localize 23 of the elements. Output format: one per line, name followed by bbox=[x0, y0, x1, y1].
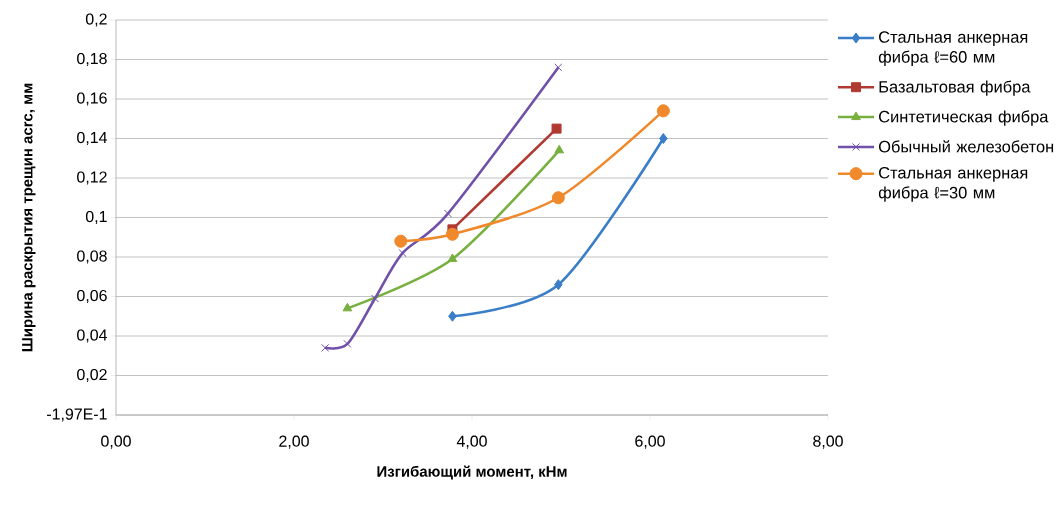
y-axis-title: Ширина раскрытия трещин acrc, мм bbox=[22, 83, 36, 352]
y-tick-label: 0,2 bbox=[85, 13, 107, 27]
y-tick-label: 0,06 bbox=[77, 289, 107, 304]
y-tick-label: 0,04 bbox=[77, 329, 107, 343]
legend-label: Базальтовая фибра bbox=[879, 80, 1031, 96]
x-axis-title: Изгибающий момент, кНм bbox=[377, 465, 567, 480]
x-tick-label: 8,00 bbox=[813, 435, 843, 449]
y-tick-label: 0,12 bbox=[77, 171, 107, 185]
x-tick-label: 6,00 bbox=[635, 435, 665, 449]
x-tick-label: 4,00 bbox=[456, 435, 487, 449]
y-tick-label: -1,97E-1 bbox=[47, 408, 107, 422]
x-tick-label: 0,00 bbox=[101, 435, 131, 449]
legend-label: Стальная анкерная фибра ℓ=30 мм bbox=[878, 166, 1028, 202]
y-tick-label: 0,18 bbox=[77, 52, 107, 67]
legend-label: Синтетическая фибра bbox=[879, 110, 1049, 126]
y-tick-label: 0,16 bbox=[77, 92, 107, 106]
y-tick-label: 0,14 bbox=[77, 131, 107, 146]
y-tick-label: 0,1 bbox=[85, 210, 107, 225]
legend-label: Обычный железобетон bbox=[878, 140, 1054, 153]
y-tick-label: 0,02 bbox=[77, 368, 107, 383]
x-tick-label: 2,00 bbox=[279, 435, 309, 449]
legend-label: Стальная анкерная фибра ℓ=60 мм bbox=[878, 31, 1028, 66]
y-tick-label: 0,08 bbox=[77, 250, 107, 264]
